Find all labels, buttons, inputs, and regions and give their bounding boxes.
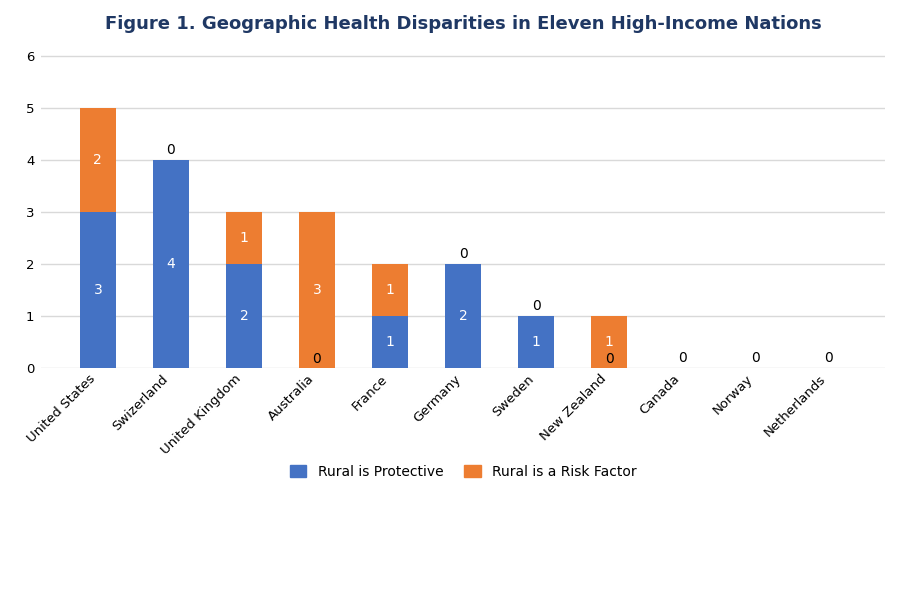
Text: 2: 2 bbox=[94, 153, 103, 167]
Text: 0: 0 bbox=[751, 351, 760, 365]
Bar bbox=[591, 316, 627, 368]
Bar bbox=[79, 212, 116, 368]
Text: 4: 4 bbox=[166, 257, 176, 271]
Text: 2: 2 bbox=[239, 310, 248, 323]
Legend: Rural is Protective, Rural is a Risk Factor: Rural is Protective, Rural is a Risk Fac… bbox=[284, 459, 642, 484]
Title: Figure 1. Geographic Health Disparities in Eleven High-Income Nations: Figure 1. Geographic Health Disparities … bbox=[104, 15, 822, 33]
Text: 0: 0 bbox=[605, 352, 614, 366]
Text: 3: 3 bbox=[312, 283, 321, 298]
Text: 0: 0 bbox=[312, 352, 321, 366]
Text: 1: 1 bbox=[605, 335, 614, 349]
Bar bbox=[79, 108, 116, 212]
Text: 1: 1 bbox=[532, 335, 541, 349]
Text: 0: 0 bbox=[166, 143, 176, 157]
Bar bbox=[518, 316, 554, 368]
Text: 0: 0 bbox=[678, 351, 687, 365]
Bar bbox=[226, 264, 262, 368]
Bar bbox=[372, 264, 409, 316]
Bar bbox=[445, 264, 482, 368]
Text: 0: 0 bbox=[459, 247, 467, 261]
Bar bbox=[226, 212, 262, 264]
Text: 1: 1 bbox=[239, 231, 248, 245]
Bar bbox=[153, 160, 189, 368]
Text: 1: 1 bbox=[385, 335, 394, 349]
Text: 0: 0 bbox=[532, 299, 541, 313]
Text: 1: 1 bbox=[385, 283, 394, 298]
Bar bbox=[372, 316, 409, 368]
Text: 3: 3 bbox=[94, 283, 103, 298]
Bar bbox=[299, 212, 336, 368]
Text: 0: 0 bbox=[824, 351, 832, 365]
Text: 2: 2 bbox=[459, 310, 467, 323]
